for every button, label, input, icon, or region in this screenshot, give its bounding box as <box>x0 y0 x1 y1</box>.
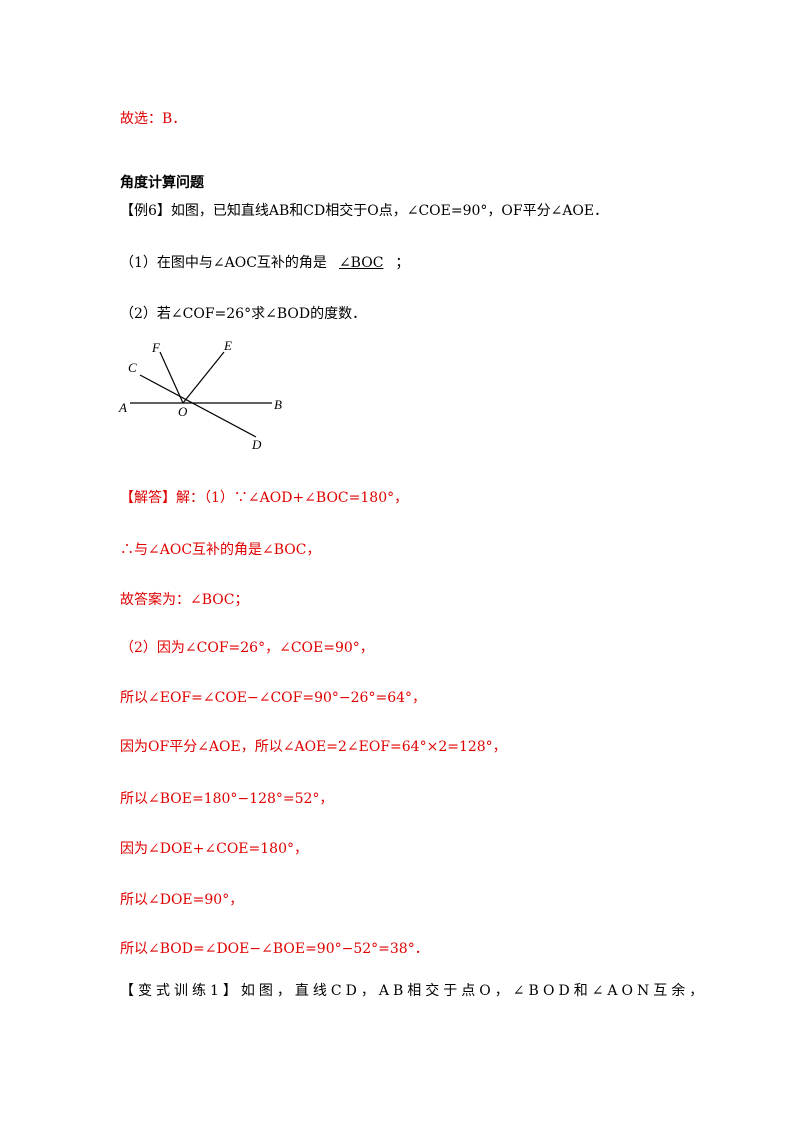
q1-text: （1）在图中与∠AOC互补的角是 <box>120 255 327 271</box>
figure-label: O <box>178 404 188 419</box>
answer-line: 故选：B． <box>120 111 187 127</box>
figure: F E C A O B D <box>118 338 282 452</box>
solution-line: （2）因为∠COF=26°，∠COE=90°， <box>120 640 374 656</box>
figure-label: C <box>128 360 137 375</box>
q1-blank: ∠BOC <box>338 255 384 271</box>
example-text: 【例6】如图，已知直线AB和CD相交于O点，∠COE=90°，OF平分∠AOE． <box>120 203 609 219</box>
figure-label: A <box>118 400 127 415</box>
solution-line: 【解答】解：（1）∵∠AOD+∠BOC=180°， <box>120 490 409 506</box>
solution-line: 所以∠EOF=∠COE−∠COF=90°−26°=64°， <box>120 690 427 706</box>
section-title: 角度计算问题 <box>120 175 204 191</box>
solution-line: 所以∠BOD=∠DOE−∠BOE=90°−52°=38°． <box>120 941 429 957</box>
solution-line: 因为OF平分∠AOE，所以∠AOE=2∠EOF=64°×2=128°， <box>120 739 507 755</box>
question-2: （2）若∠COF=26°求∠BOD的度数． <box>120 306 367 322</box>
solution-line: 故答案为：∠BOC； <box>120 592 249 608</box>
next-exercise: 【变式训练1】如图，直线CD，AB相交于点O，∠BOD和∠AON互余， <box>120 983 708 999</box>
q1-end: ； <box>395 255 410 271</box>
question-1: （1）在图中与∠AOC互补的角是 ∠BOC ； <box>120 252 409 272</box>
figure-label: D <box>251 437 262 452</box>
solution-line: 所以∠DOE=90°， <box>120 892 244 908</box>
solution-line: 所以∠BOE=180°−128°=52°， <box>120 791 334 807</box>
figure-label: F <box>151 340 161 355</box>
solution-line: ∴与∠AOC互补的角是∠BOC， <box>120 542 321 558</box>
solution-line: 因为∠DOE+∠COE=180°， <box>120 841 308 857</box>
figure-label: E <box>223 338 232 353</box>
figure-label: B <box>274 397 282 412</box>
